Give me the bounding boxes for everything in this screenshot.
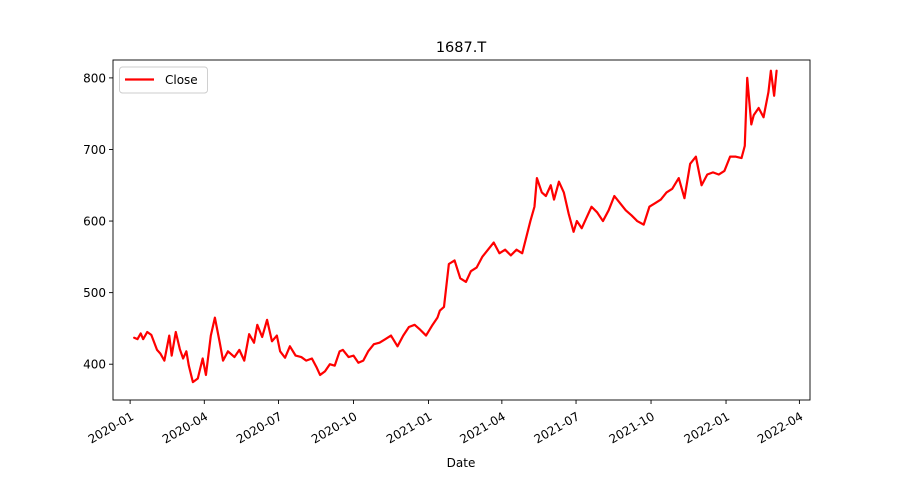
y-axis: 400 500 600 700 800 — [83, 71, 113, 372]
x-axis-title: Date — [447, 456, 476, 470]
plot-area — [133, 69, 778, 384]
y-tick-label: 800 — [83, 71, 106, 85]
y-tick-label: 500 — [83, 286, 106, 300]
series-line-close — [133, 69, 778, 384]
plot-frame — [112, 59, 811, 401]
chart-title: 1687.T — [436, 40, 487, 56]
y-tick-label: 700 — [83, 143, 106, 157]
legend-label-close: Close — [165, 73, 198, 87]
y-tick-label: 600 — [83, 215, 106, 229]
y-tick-label: 400 — [83, 358, 106, 372]
legend: Close — [119, 66, 208, 94]
legend-box — [119, 66, 208, 94]
